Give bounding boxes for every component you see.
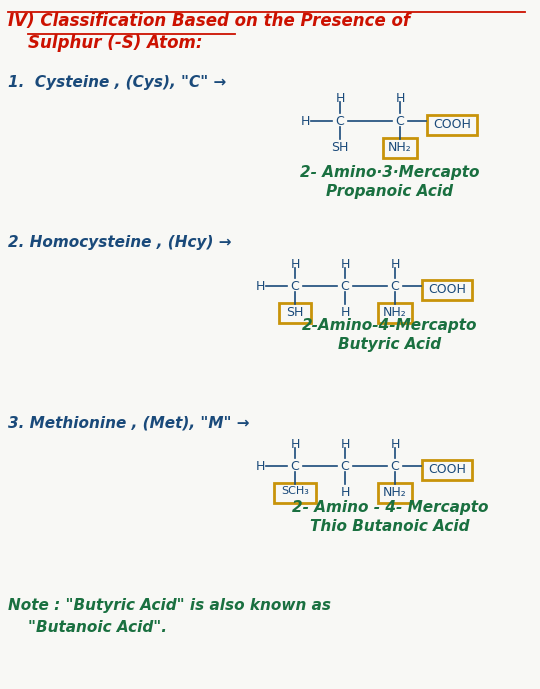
Text: IV) Classification Based on the Presence of: IV) Classification Based on the Presence… — [8, 12, 410, 30]
Text: H: H — [335, 92, 345, 105]
Text: NH₂: NH₂ — [383, 486, 407, 499]
Text: C: C — [341, 280, 349, 293]
Text: H: H — [340, 306, 350, 319]
Text: Sulphur (-S) Atom:: Sulphur (-S) Atom: — [28, 34, 202, 52]
Text: H: H — [255, 280, 265, 293]
Text: H: H — [255, 460, 265, 473]
Text: C: C — [291, 280, 299, 293]
Text: H: H — [395, 92, 404, 105]
Text: Note : "Butyric Acid" is also known as: Note : "Butyric Acid" is also known as — [8, 598, 331, 613]
Text: COOH: COOH — [428, 283, 466, 296]
Text: H: H — [340, 258, 350, 271]
Text: 2-Amino-4-Mercapto: 2-Amino-4-Mercapto — [302, 318, 478, 333]
Text: 3. Methionine , (Met), "M" →: 3. Methionine , (Met), "M" → — [8, 415, 249, 430]
Text: H: H — [291, 258, 300, 271]
Text: NH₂: NH₂ — [388, 141, 412, 154]
Text: C: C — [291, 460, 299, 473]
Text: COOH: COOH — [433, 118, 471, 131]
Text: C: C — [341, 460, 349, 473]
Text: H: H — [340, 486, 350, 499]
Text: C: C — [336, 115, 345, 128]
Text: Propanoic Acid: Propanoic Acid — [327, 184, 454, 199]
Text: H: H — [390, 438, 400, 451]
Text: 1.  Cysteine , (Cys), "C" →: 1. Cysteine , (Cys), "C" → — [8, 75, 226, 90]
Text: C: C — [390, 280, 400, 293]
Text: C: C — [396, 115, 404, 128]
Text: SH: SH — [286, 306, 303, 319]
Text: 2- Amino - 4- Mercapto: 2- Amino - 4- Mercapto — [292, 500, 488, 515]
Text: 2. Homocysteine , (Hcy) →: 2. Homocysteine , (Hcy) → — [8, 235, 232, 250]
Text: C: C — [390, 460, 400, 473]
Text: H: H — [291, 438, 300, 451]
Text: Thio Butanoic Acid: Thio Butanoic Acid — [310, 519, 470, 534]
Text: SCH₃: SCH₃ — [281, 486, 309, 496]
Text: NH₂: NH₂ — [383, 306, 407, 319]
Text: 2- Amino·3·Mercapto: 2- Amino·3·Mercapto — [300, 165, 480, 180]
Text: SH: SH — [332, 141, 349, 154]
Text: H: H — [340, 438, 350, 451]
Text: H: H — [300, 115, 309, 128]
Text: Butyric Acid: Butyric Acid — [339, 337, 442, 352]
Text: COOH: COOH — [428, 463, 466, 476]
Text: H: H — [390, 258, 400, 271]
Text: "Butanoic Acid".: "Butanoic Acid". — [28, 620, 167, 635]
